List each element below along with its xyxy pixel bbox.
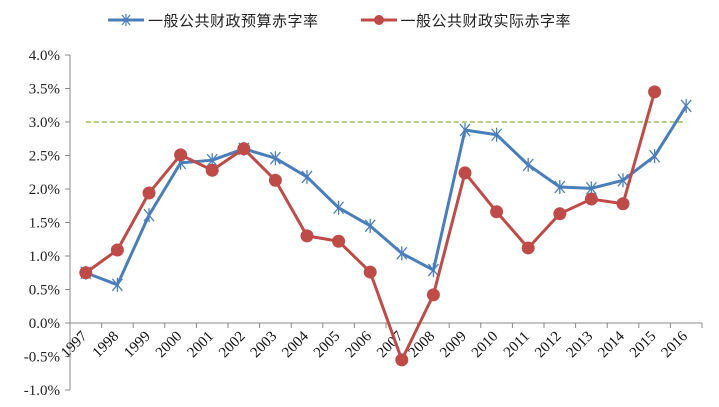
x-tick-label: 2016 <box>659 328 692 361</box>
x-tick-label: 2009 <box>437 329 470 362</box>
x-tick-label: 2005 <box>311 329 344 362</box>
x-tick-label: 2015 <box>627 329 660 362</box>
asterisk-marker-icon <box>649 149 661 164</box>
y-tick-label: 2.0% <box>29 182 60 198</box>
y-tick-label: 3.5% <box>29 82 60 98</box>
circle-marker-icon <box>521 241 535 255</box>
asterisk-marker-icon <box>522 157 534 172</box>
x-tick-label: 2013 <box>564 329 597 362</box>
x-tick-label: 2011 <box>501 329 533 361</box>
y-tick-label: 2.5% <box>29 149 60 165</box>
circle-line-icon <box>360 15 397 25</box>
x-tick-label: 2014 <box>595 328 628 361</box>
circle-marker-icon <box>363 265 377 279</box>
circle-marker-icon <box>332 234 346 248</box>
asterisk-marker-icon <box>364 218 376 233</box>
x-tick-label: 2002 <box>216 329 249 362</box>
x-tick-label: 1998 <box>90 329 123 362</box>
asterisk-marker-icon <box>491 127 503 142</box>
x-axis: 1997 1998 1999 2000 2001 2002 2003 2004 2005 2006… <box>58 322 703 362</box>
y-tick-label: 1.5% <box>29 216 60 232</box>
circle-marker-icon <box>79 266 93 280</box>
circle-marker-icon <box>584 192 598 206</box>
x-tick-label: 1999 <box>121 329 154 362</box>
asterisk-marker-icon <box>680 98 692 113</box>
x-tick-label: 2003 <box>248 329 281 362</box>
circle-marker-icon <box>553 207 567 221</box>
series-group <box>79 85 692 367</box>
legend-item-actual-deficit: 一般公共财政实际赤字率 <box>360 10 572 31</box>
circle-marker-icon <box>426 288 440 302</box>
asterisk-marker-icon <box>301 169 313 184</box>
y-tick-label: -1.0% <box>24 383 60 399</box>
x-tick-label: 2006 <box>343 328 376 361</box>
legend-item-budget-deficit: 一般公共财政预算赤字率 <box>108 10 319 31</box>
y-tick-label: -0.5% <box>24 350 60 366</box>
asterisk-marker-icon <box>427 263 439 278</box>
circle-marker-icon <box>268 173 282 187</box>
asterisk-marker-icon <box>269 151 281 166</box>
x-tick-label: 2001 <box>185 329 218 362</box>
circle-marker-icon <box>110 243 124 257</box>
x-tick-label: 2000 <box>153 329 186 362</box>
circle-marker-icon <box>395 353 409 367</box>
chart-legend: 一般公共财政预算赤字率 一般公共财政实际赤字率 <box>108 8 613 32</box>
circle-marker-icon <box>648 85 662 99</box>
circle-marker-icon <box>237 142 251 156</box>
x-tick-label: 2012 <box>532 329 565 362</box>
circle-marker-icon <box>616 197 630 211</box>
circle-marker-icon <box>142 186 156 200</box>
circle-marker-icon <box>458 166 472 180</box>
asterisk-marker-icon <box>396 246 408 261</box>
y-tick-label: 3.0% <box>29 115 60 131</box>
circle-marker-icon <box>300 229 314 243</box>
asterisk-marker-icon <box>617 173 629 188</box>
x-tick-label: 1997 <box>58 328 91 361</box>
legend-label: 一般公共财政实际赤字率 <box>400 11 572 30</box>
asterisk-marker-icon <box>459 123 471 138</box>
y-tick-label: 4.0% <box>29 48 60 64</box>
series-actual-deficit <box>79 85 662 367</box>
y-tick-label: 0.0% <box>29 316 60 332</box>
circle-marker-icon <box>490 205 504 219</box>
asterisk-marker-icon <box>111 277 123 292</box>
y-tick-label: 0.5% <box>29 283 60 299</box>
x-tick-label: 2010 <box>469 329 502 362</box>
x-tick-label: 2004 <box>279 328 312 361</box>
asterisk-marker-icon <box>333 200 345 215</box>
y-axis: -1.0% -0.5% 0.0% 0.5% 1.0% 1.5% 2.0% 2.5% 3.0% 3.… <box>24 48 71 399</box>
circle-marker-icon <box>174 148 188 162</box>
asterisk-marker-icon <box>554 179 566 194</box>
y-tick-label: 1.0% <box>29 249 60 265</box>
circle-marker-icon <box>205 163 219 177</box>
series-budget-deficit <box>80 98 692 292</box>
legend-label: 一般公共财政预算赤字率 <box>148 11 319 30</box>
asterisk-marker-icon <box>143 208 155 223</box>
asterisk-line-icon <box>108 14 144 26</box>
